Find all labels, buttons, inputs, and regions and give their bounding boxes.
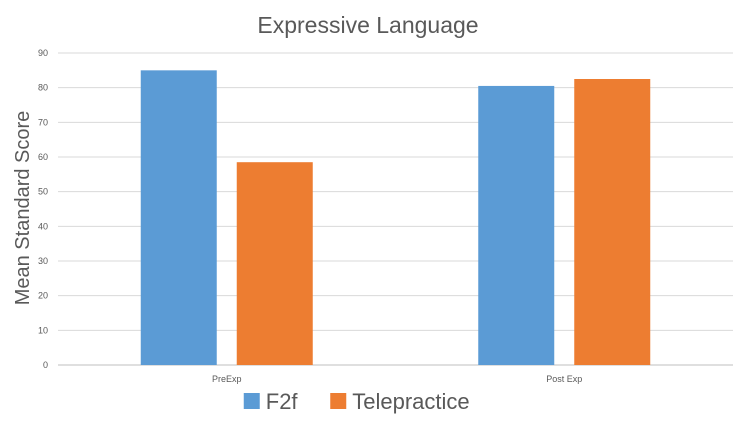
y-tick-label: 40 <box>38 221 48 231</box>
bar-f2f-post-exp <box>478 85 555 365</box>
y-axis-label: Mean Standard Score <box>12 111 34 306</box>
y-tick-label: 90 <box>38 48 48 58</box>
chart-title: Expressive Language <box>257 12 478 38</box>
y-tick-label: 80 <box>38 83 48 93</box>
y-tick-label: 20 <box>38 291 48 301</box>
y-tick-label: 30 <box>38 256 48 266</box>
legend-label: Telepractice <box>352 389 469 414</box>
x-tick-label: PreExp <box>212 374 242 384</box>
y-tick-label: 50 <box>38 187 48 197</box>
legend-swatch <box>243 393 260 409</box>
x-axis-ticks: PreExp Post Exp <box>212 374 582 384</box>
bars <box>140 70 651 365</box>
legend-item: Telepractice <box>330 389 470 414</box>
y-tick-label: 0 <box>43 360 48 370</box>
bar-telepractice-post-exp <box>574 79 651 365</box>
y-tick-label: 60 <box>38 152 48 162</box>
x-tick-label: Post Exp <box>546 374 582 384</box>
y-tick-label: 10 <box>38 325 48 335</box>
legend-label: F2f <box>266 389 299 414</box>
y-tick-label: 70 <box>38 117 48 127</box>
legend-item: F2f <box>243 389 299 414</box>
bar-telepractice-preexp <box>236 162 313 365</box>
legend-swatch <box>330 393 347 409</box>
legend: F2f Telepractice <box>243 389 470 414</box>
bar-f2f-preexp <box>140 70 217 365</box>
y-axis-ticks: 0 10 20 30 40 50 60 70 80 90 <box>38 48 48 370</box>
